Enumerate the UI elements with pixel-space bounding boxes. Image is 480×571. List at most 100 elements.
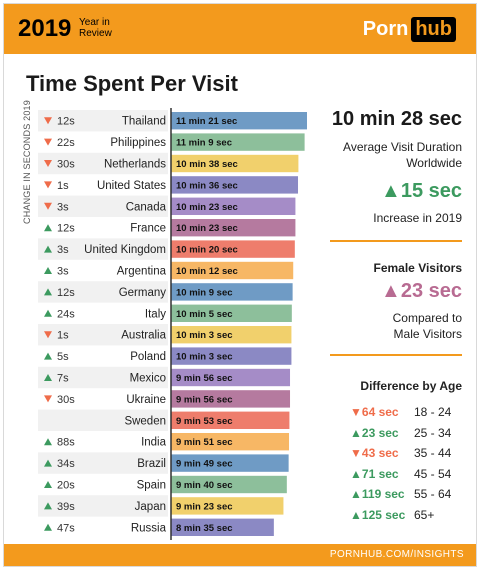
- row-stripe: [38, 110, 168, 132]
- year-label: 2019: [18, 15, 72, 42]
- logo-text-2: hub: [411, 16, 456, 42]
- female-title: Female Visitors: [373, 261, 463, 275]
- age-diff-value: 23 sec: [361, 425, 399, 440]
- down-arrow-icon: ▼: [350, 446, 362, 460]
- change-value: 3s: [57, 244, 69, 256]
- bar: [171, 347, 292, 365]
- change-value: 34s: [57, 458, 75, 470]
- bar: [171, 454, 289, 472]
- footer-url: PORNHUB.COM/INSIGHTS: [329, 549, 464, 560]
- change-value: 47s: [57, 522, 75, 534]
- country-label: Italy: [145, 308, 166, 320]
- age-diff: ▲71 sec: [350, 467, 399, 481]
- age-diff: ▼64 sec: [350, 405, 399, 419]
- up-arrow-icon: [44, 309, 52, 317]
- age-title: Difference by Age: [360, 379, 462, 393]
- country-label: Sweden: [124, 415, 166, 427]
- change-value: 22s: [57, 137, 75, 149]
- bar-label: 10 min 23 sec: [176, 202, 238, 213]
- age-row: ▲23 sec 25 - 34: [350, 426, 470, 443]
- infographic: 2019 Year in Review Porn hub Time Spent …: [3, 3, 477, 567]
- country-label: Germany: [119, 287, 167, 299]
- bar: [171, 497, 284, 515]
- bar: [171, 326, 292, 344]
- country-label: United States: [97, 180, 166, 192]
- up-arrow-icon: [44, 288, 52, 296]
- country-label: Thailand: [122, 116, 166, 128]
- down-arrow-icon: [44, 138, 52, 146]
- row-stripe: [38, 495, 168, 517]
- bar-label: 9 min 49 sec: [176, 459, 233, 470]
- country-label: Russia: [131, 522, 167, 534]
- row-stripe: [38, 366, 168, 389]
- logo-text-1: Porn: [362, 17, 409, 40]
- change-value: 24s: [57, 308, 75, 320]
- country-label: Australia: [121, 330, 166, 342]
- bar-label: 11 min 9 sec: [176, 138, 232, 149]
- bar-label: 9 min 53 sec: [176, 416, 233, 427]
- down-arrow-icon: [44, 117, 52, 125]
- up-arrow-icon: [44, 459, 52, 467]
- change-value: 20s: [57, 480, 75, 492]
- age-range: 55 - 64: [414, 487, 452, 501]
- age-diff: ▲125 sec: [350, 508, 405, 522]
- country-label: Brazil: [137, 458, 166, 470]
- change-value: 1s: [57, 180, 69, 192]
- change-value: 30s: [57, 394, 75, 406]
- bar-label: 10 min 23 sec: [176, 223, 238, 234]
- age-diff-value: 119 sec: [361, 487, 405, 501]
- up-arrow-icon: [44, 481, 52, 488]
- bar: [171, 261, 294, 280]
- female-value: ▲23 sec: [381, 280, 462, 303]
- up-arrow-icon: ▲: [350, 466, 362, 481]
- country-label: Philippines: [110, 137, 166, 149]
- country-label: United Kingdom: [84, 244, 166, 256]
- bar: [171, 283, 293, 301]
- age-diff: ▲119 sec: [350, 487, 405, 501]
- change-value: 39s: [57, 501, 75, 513]
- bar-label: 10 min 38 sec: [176, 159, 238, 170]
- age-diff-value: 71 sec: [361, 466, 399, 481]
- bar-label: 9 min 51 sec: [176, 437, 233, 448]
- increase-value: ▲15 sec: [381, 180, 462, 203]
- bar-label: 10 min 3 sec: [176, 352, 233, 363]
- avg-duration-value: 10 min 28 sec: [331, 108, 462, 130]
- age-diff-value: 64 sec: [361, 405, 399, 419]
- down-arrow-icon: [44, 395, 52, 403]
- change-value: 30s: [57, 159, 75, 171]
- age-row: ▼64 sec 18 - 24: [350, 405, 470, 422]
- bar-label: 11 min 21 sec: [176, 116, 237, 127]
- change-value: 7s: [57, 373, 69, 385]
- divider-1: [330, 240, 462, 242]
- bar-label: 9 min 40 sec: [176, 480, 233, 491]
- up-arrow-icon: [44, 245, 52, 253]
- increase-value-text: 15 sec: [400, 180, 462, 202]
- female-label-1: Compared to: [392, 311, 462, 325]
- bar: [171, 197, 296, 215]
- change-value: 5s: [57, 351, 69, 363]
- up-arrow-icon: ▲: [350, 487, 362, 501]
- country-label: Spain: [137, 480, 166, 492]
- chart-title: Time Spent Per Visit: [26, 71, 238, 96]
- bar-label: 9 min 56 sec: [176, 373, 233, 384]
- bar: [171, 411, 290, 429]
- change-value: 1s: [57, 330, 69, 342]
- bar: [171, 475, 287, 494]
- age-range: 45 - 54: [414, 466, 452, 481]
- row-stripe: [38, 324, 168, 346]
- age-diff-value: 125 sec: [361, 507, 406, 522]
- row-stripe: [38, 238, 168, 260]
- divider-2: [330, 354, 462, 356]
- country-label: Ukraine: [126, 394, 166, 406]
- country-label: Canada: [126, 201, 167, 213]
- up-arrow-icon: [44, 438, 52, 446]
- bar: [171, 133, 305, 151]
- avg-duration-label-1: Average Visit Duration: [343, 140, 462, 154]
- bar: [171, 433, 290, 451]
- age-row: ▼43 sec 35 - 44: [350, 446, 470, 463]
- age-diff-value: 43 sec: [361, 446, 399, 460]
- female-label-2: Male Visitors: [393, 327, 462, 341]
- bar-label: 10 min 12 sec: [176, 266, 238, 277]
- change-value: 12s: [57, 287, 75, 299]
- row-stripe: [38, 409, 168, 431]
